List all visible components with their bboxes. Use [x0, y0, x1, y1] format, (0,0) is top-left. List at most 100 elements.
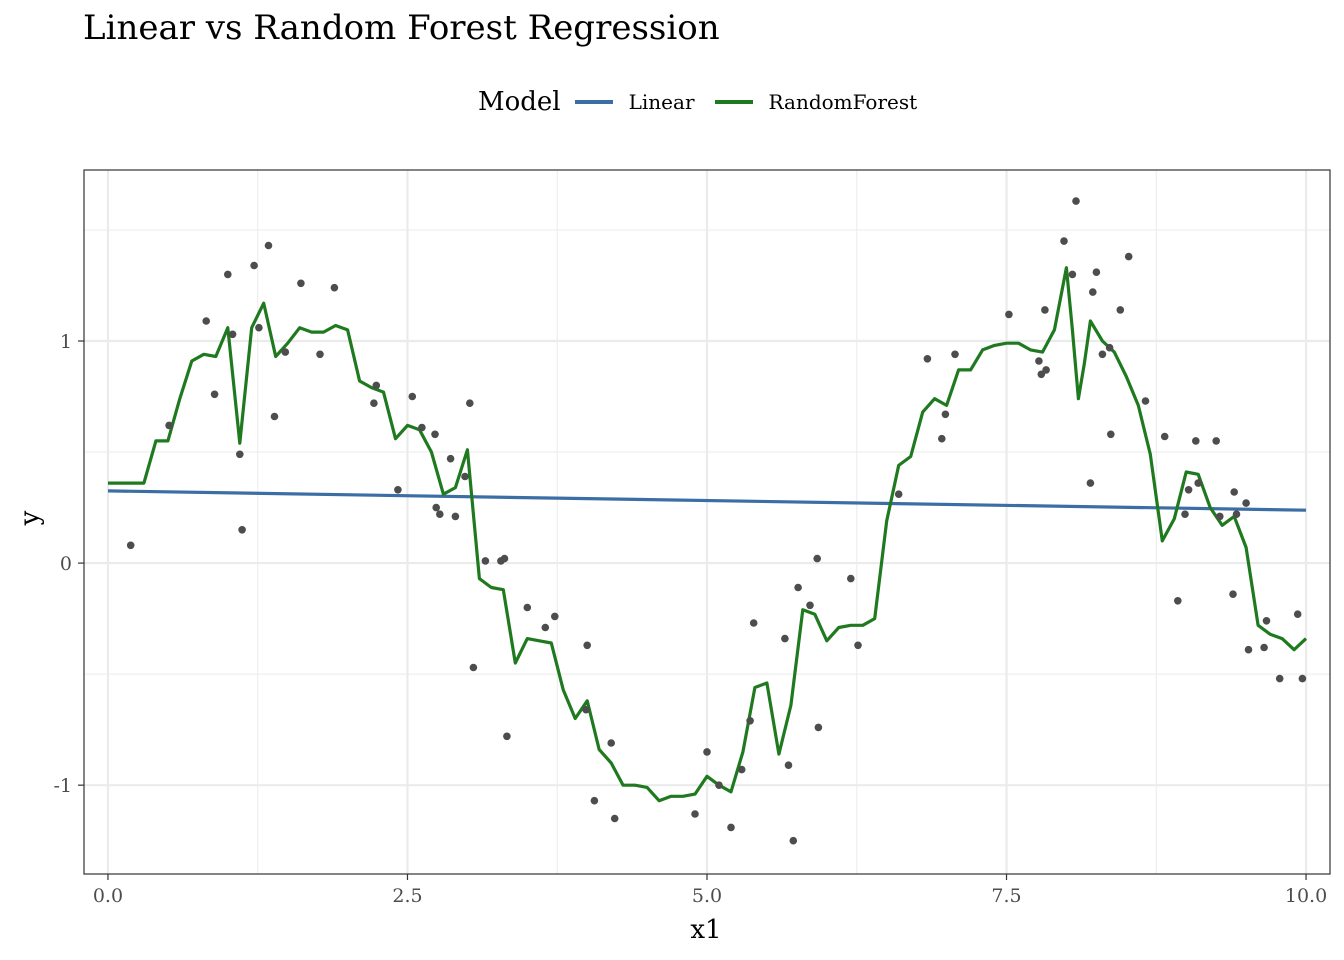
- data-point: [126, 541, 135, 550]
- data-point: [1216, 512, 1224, 521]
- data-point: [951, 350, 959, 359]
- data-point: [224, 270, 232, 279]
- data-point: [238, 526, 246, 534]
- data-point: [814, 723, 823, 732]
- data-point: [436, 510, 444, 518]
- data-point: [1229, 590, 1237, 598]
- data-point: [607, 739, 615, 747]
- data-point: [270, 412, 279, 421]
- data-point: [1107, 430, 1115, 439]
- legend-label-randomforest: RandomForest: [768, 90, 918, 114]
- data-point: [451, 512, 460, 521]
- y-tick-label: 1: [60, 331, 72, 353]
- data-point: [523, 603, 532, 612]
- data-point: [703, 748, 711, 756]
- data-point: [1293, 610, 1302, 618]
- data-point: [1042, 366, 1050, 374]
- data-point: [784, 761, 793, 769]
- x-tick-label: 2.5: [392, 885, 422, 907]
- data-point: [330, 283, 339, 292]
- data-point: [500, 554, 509, 563]
- data-point: [228, 330, 237, 339]
- data-point: [1184, 486, 1193, 494]
- data-point: [894, 490, 903, 499]
- data-point: [715, 781, 723, 789]
- data-point: [1232, 510, 1241, 518]
- legend-title: Model: [478, 87, 561, 117]
- y-tick-label: 0: [60, 553, 72, 575]
- data-point: [1192, 437, 1200, 445]
- data-point: [1262, 617, 1271, 625]
- data-point: [1141, 397, 1150, 405]
- data-point: [1068, 270, 1077, 279]
- data-point: [1260, 643, 1268, 652]
- data-point: [469, 663, 478, 672]
- data-point: [583, 641, 591, 650]
- x-tick-label: 10.0: [1285, 885, 1327, 907]
- data-point: [1242, 499, 1250, 507]
- data-point: [551, 612, 559, 621]
- data-point: [202, 317, 210, 325]
- data-point: [1275, 674, 1284, 683]
- data-point: [372, 381, 381, 390]
- data-point: [1194, 479, 1202, 487]
- data-point: [370, 399, 378, 408]
- legend-key-linear: [574, 100, 613, 104]
- randomforest-line: [108, 266, 1308, 803]
- data-point: [610, 814, 619, 823]
- data-point: [1212, 437, 1220, 445]
- data-point: [794, 583, 802, 592]
- data-point: [727, 823, 735, 832]
- data-point: [1116, 306, 1125, 314]
- data-point: [691, 810, 699, 818]
- chart-title: Linear vs Random Forest Regression: [83, 8, 720, 48]
- data-point: [746, 717, 754, 725]
- series-linear: [107, 489, 1307, 512]
- data-point: [394, 486, 402, 494]
- data-point: [1181, 510, 1189, 518]
- data-point: [255, 323, 263, 332]
- data-point: [590, 796, 599, 805]
- data-point: [1124, 252, 1133, 261]
- x-axis-ticks: 0.0 2.5 5.0 7.5 10.0: [93, 874, 1327, 907]
- data-point: [316, 350, 324, 359]
- data-point: [1298, 674, 1307, 683]
- data-point: [281, 348, 290, 356]
- data-point: [1174, 597, 1182, 605]
- data-point: [749, 619, 758, 627]
- data-point: [481, 557, 490, 565]
- data-point: [461, 472, 469, 481]
- data-point: [781, 634, 789, 643]
- data-point: [1005, 310, 1013, 319]
- data-point: [165, 421, 173, 430]
- data-point: [466, 399, 474, 408]
- data-point: [1035, 357, 1043, 365]
- data-point: [938, 434, 946, 443]
- data-point: [264, 241, 273, 250]
- data-point: [806, 601, 814, 610]
- data-point: [503, 732, 511, 741]
- data-point: [1092, 268, 1101, 277]
- data-point: [582, 705, 590, 714]
- data-point: [1098, 350, 1107, 359]
- data-point: [789, 836, 798, 845]
- data-point: [250, 261, 258, 270]
- data-point: [408, 392, 417, 401]
- data-point: [432, 503, 441, 512]
- data-point: [941, 410, 950, 419]
- data-point: [1160, 432, 1169, 441]
- data-point: [297, 279, 305, 288]
- data-point: [1244, 645, 1253, 654]
- data-point: [1105, 343, 1114, 352]
- legend-item-linear: Linear: [574, 90, 695, 114]
- data-point: [446, 454, 455, 463]
- data-points: [126, 197, 1307, 845]
- linear-line: [107, 489, 1307, 512]
- legend: Model Linear RandomForest: [478, 84, 937, 120]
- data-point: [541, 623, 550, 632]
- legend-key-randomforest: [714, 100, 753, 104]
- legend-item-randomforest: RandomForest: [714, 90, 918, 114]
- data-point: [813, 554, 821, 563]
- x-tick-label: 5.0: [692, 885, 722, 907]
